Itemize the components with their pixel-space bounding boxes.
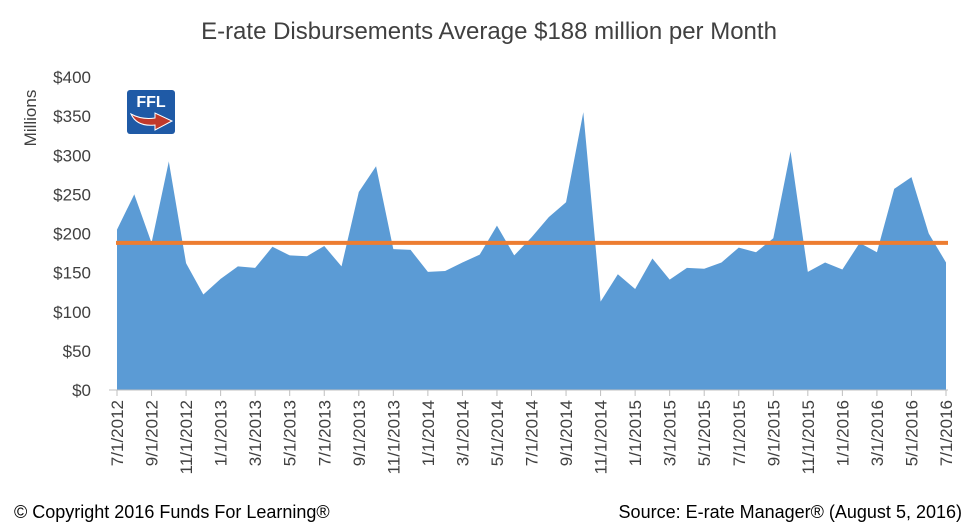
x-tick-label: 9/1/2013 [350, 400, 369, 466]
x-tick-label: 11/1/2014 [592, 400, 611, 474]
y-tick-label: $250 [53, 185, 91, 204]
x-tick-label: 5/1/2014 [488, 400, 507, 466]
x-tick-label: 9/1/2015 [764, 400, 783, 466]
y-tick-label: $150 [53, 264, 91, 283]
x-tick-label: 9/1/2012 [143, 400, 162, 466]
x-tick-label: 3/1/2013 [246, 400, 265, 466]
x-tick-label: 7/1/2014 [523, 400, 542, 466]
x-axis: 7/1/2012 9/1/2012 11/1/2012 1/1/2013 3/1/201… [108, 389, 956, 474]
x-tick-label: 7/1/2013 [315, 400, 334, 466]
y-tick-label: $0 [72, 381, 91, 400]
x-tick-label: 1/1/2016 [833, 400, 852, 466]
x-tick-label: 1/1/2015 [626, 400, 645, 466]
chart-title: E-rate Disbursements Average $188 millio… [201, 18, 777, 45]
x-tick-label: 1/1/2014 [419, 400, 438, 466]
x-tick-label: 1/1/2013 [212, 400, 231, 466]
y-tick-label: $400 [53, 68, 91, 87]
x-tick-label: 5/1/2013 [281, 400, 300, 466]
y-axis-label: Millions [21, 90, 40, 147]
x-tick-label: 7/1/2016 [937, 400, 956, 466]
logo-text: FFL [136, 94, 166, 111]
y-tick-label: $350 [53, 107, 91, 126]
y-tick-label: $50 [63, 342, 91, 361]
x-tick-label: 5/1/2015 [695, 400, 714, 466]
plot-area [116, 112, 948, 391]
y-axis: $0 $50 $100 $150 $200 $250 $300 $350 $400 [53, 68, 91, 400]
disbursement-area [117, 112, 946, 391]
y-tick-label: $100 [53, 303, 91, 322]
ffl-logo: FFL [127, 90, 175, 134]
x-tick-label: 7/1/2015 [730, 400, 749, 466]
x-tick-label: 3/1/2016 [868, 400, 887, 466]
copyright-text: © Copyright 2016 Funds For Learning® [14, 502, 330, 522]
x-tick-label: 3/1/2015 [661, 400, 680, 466]
x-tick-label: 11/1/2012 [177, 400, 196, 474]
x-tick-label: 11/1/2013 [384, 400, 403, 474]
x-tick-label: 3/1/2014 [453, 400, 472, 466]
x-tick-label: 7/1/2012 [108, 400, 127, 466]
y-tick-label: $300 [53, 146, 91, 165]
source-text: Source: E-rate Manager® (August 5, 2016) [618, 502, 962, 522]
x-tick-label: 11/1/2015 [799, 400, 818, 474]
y-tick-label: $200 [53, 225, 91, 244]
x-tick-label: 5/1/2016 [902, 400, 921, 466]
x-tick-label: 9/1/2014 [557, 400, 576, 466]
